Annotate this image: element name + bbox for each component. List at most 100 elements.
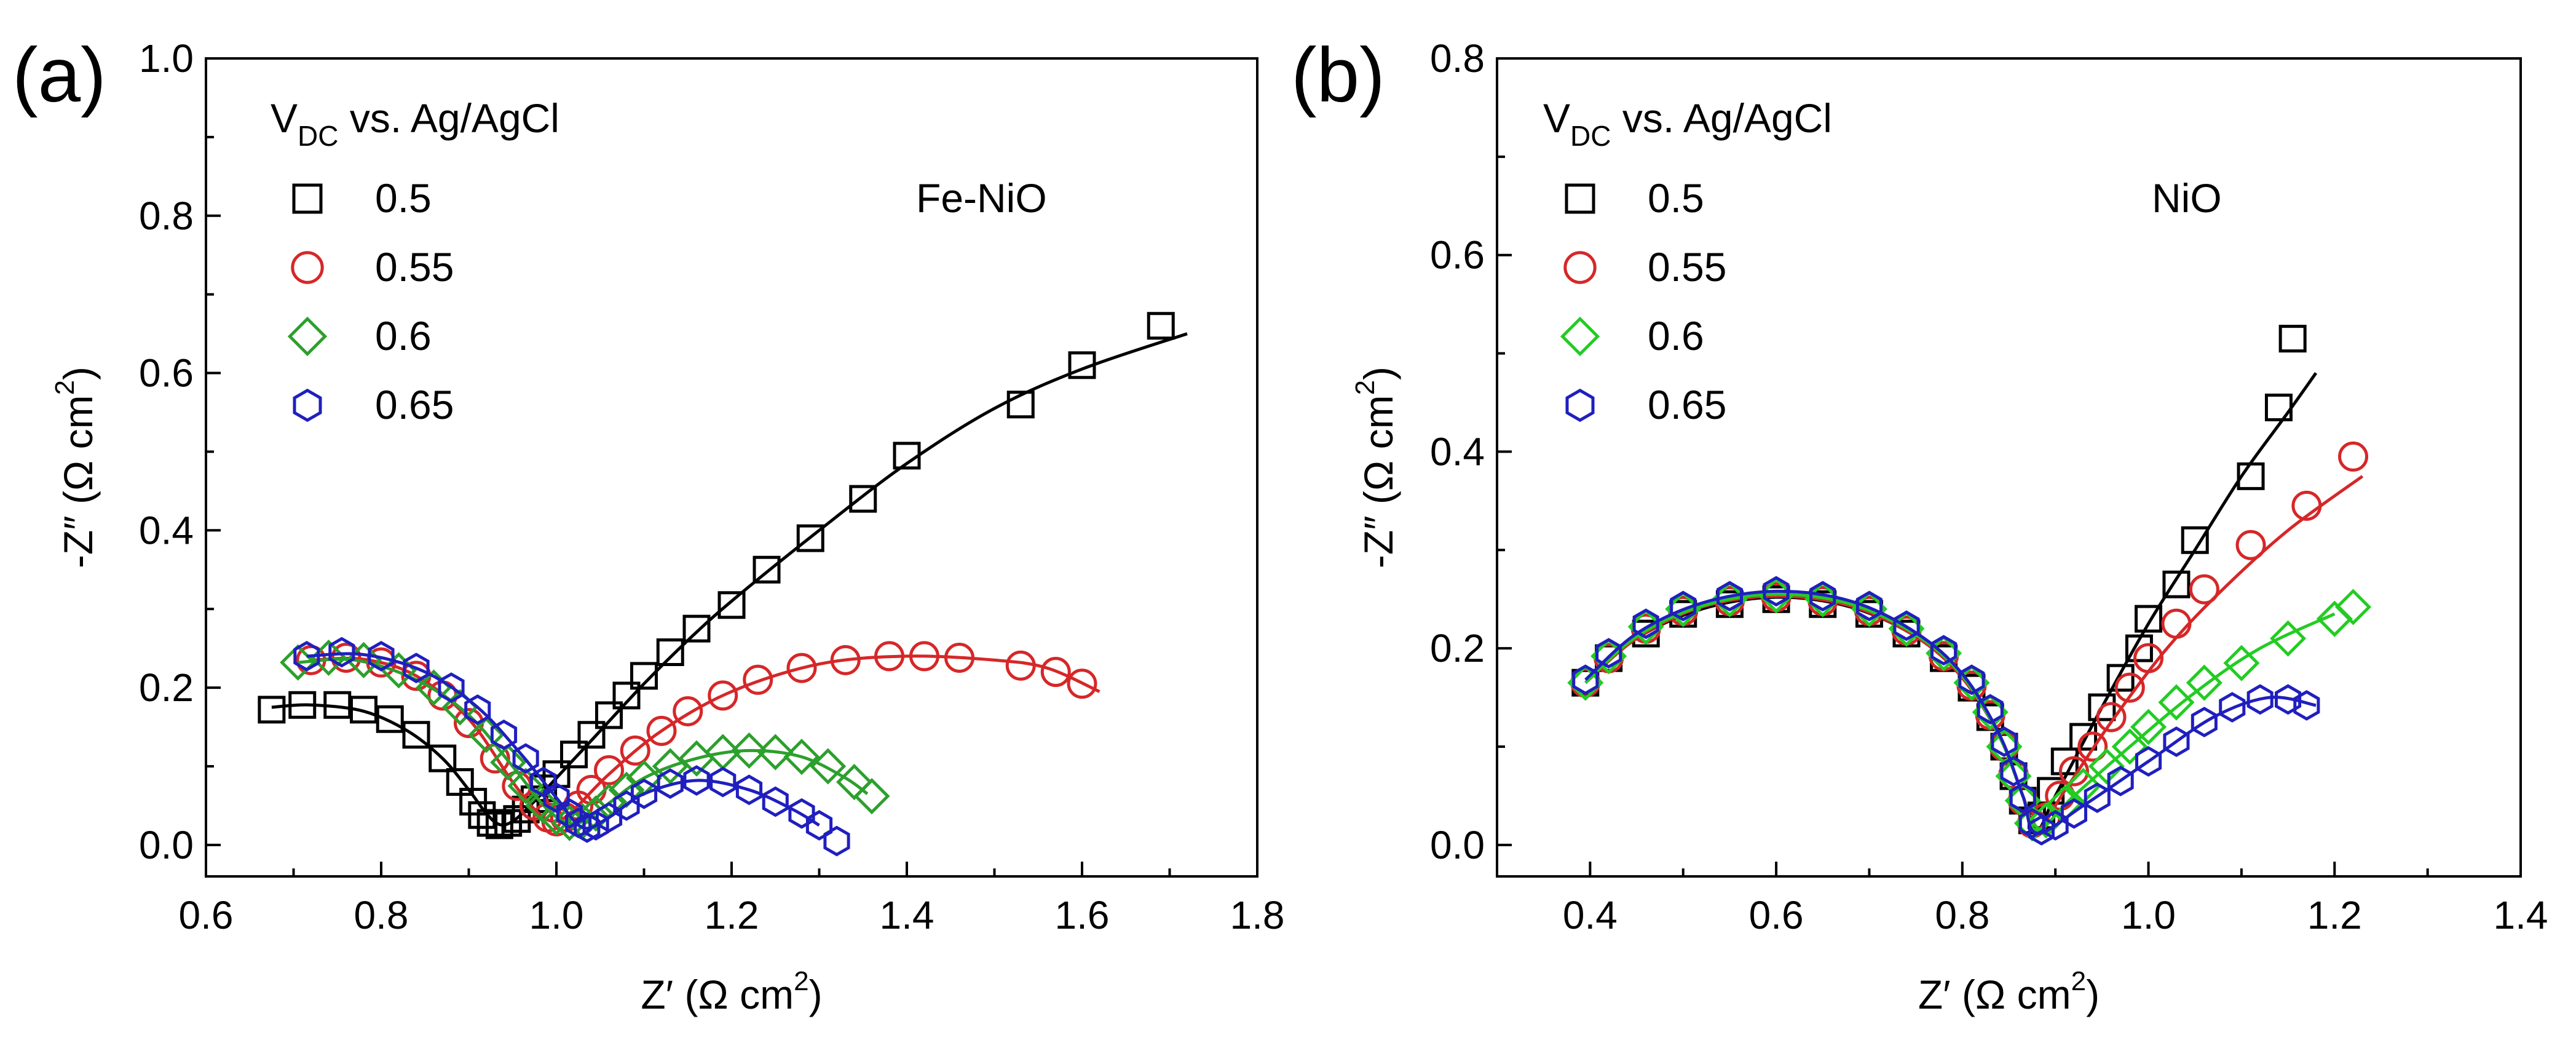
data-point-0.65	[630, 778, 658, 809]
chart-panel-a: 0.6 0.8 1.0 1.2 1.4 1.6 1.8 0.0 0.2 0.4 0.6 0.8 1.0 Z…	[12, 33, 1284, 1017]
data-point-0.6	[2111, 728, 2148, 765]
data-point-0.65	[613, 790, 640, 821]
data-point-0.55	[2161, 608, 2192, 639]
data-point-0.6	[2223, 645, 2260, 681]
data-point-0.65	[1930, 635, 1958, 666]
y-tick-label: 0.0	[1430, 823, 1485, 867]
data-point-0.6	[2065, 768, 2102, 804]
data-point-0.65	[2275, 684, 2302, 715]
data-point-0.5	[2162, 570, 2191, 598]
data-point-0.65	[293, 641, 320, 672]
data-point-0.5	[630, 662, 658, 690]
data-point-0.5	[1147, 312, 1175, 340]
data-point-0.5	[1006, 391, 1035, 419]
plot-frame	[1496, 57, 2522, 878]
data-point-0.65	[2028, 815, 2055, 846]
legend-marker-0.65	[1565, 388, 1595, 423]
y-axis-title: -Z″ (Ω cm2)	[50, 367, 101, 568]
data-point-0.65	[1893, 610, 1920, 641]
legend-marker-0.55	[291, 251, 324, 284]
legend-marker-0.5	[1565, 183, 1595, 214]
y-tick-label: 0.6	[1430, 233, 1485, 277]
fit-line-0.65	[1584, 589, 2317, 835]
data-point-0.65	[683, 765, 710, 796]
x-tick-label: 0.4	[1563, 893, 1618, 937]
data-point-0.55	[594, 755, 624, 785]
legend-marker-0.65	[293, 388, 322, 423]
data-point-0.65	[2135, 746, 2162, 777]
data-point-0.55	[646, 715, 677, 746]
data-point-0.65	[556, 798, 583, 829]
data-point-0.55	[2189, 574, 2219, 605]
data-point-0.55	[830, 645, 861, 675]
legend-marker-0.6	[1560, 316, 1600, 357]
data-point-0.5	[2125, 634, 2153, 662]
y-tick-label: 0.2	[1430, 626, 1485, 670]
data-point-0.55	[1067, 669, 1097, 699]
data-point-0.5	[468, 801, 496, 829]
data-point-0.5	[2237, 462, 2265, 490]
data-point-0.6	[468, 716, 505, 753]
data-point-0.6	[730, 732, 768, 769]
legend-label: 0.5	[375, 175, 432, 221]
data-point-0.65	[1855, 590, 1883, 622]
x-tick-label: 1.4	[2494, 893, 2548, 937]
x-tick-label: 0.8	[1935, 893, 1989, 937]
data-point-0.5	[753, 555, 781, 584]
data-point-0.65	[657, 768, 684, 799]
x-tick-label: 1.2	[2307, 893, 2362, 937]
data-point-0.5	[796, 524, 824, 552]
data-point-0.65	[2246, 684, 2274, 715]
data-point-0.55	[1989, 731, 2020, 762]
data-point-0.65	[823, 825, 850, 857]
data-point-0.5	[446, 768, 474, 796]
y-tick-label: 0.4	[139, 508, 194, 552]
data-point-0.6	[2088, 748, 2125, 785]
panel-label: (a)	[12, 33, 106, 118]
data-point-0.55	[786, 653, 817, 683]
x-tick-label: 0.8	[354, 893, 409, 937]
panel-label: (b)	[1291, 33, 1385, 118]
data-point-0.55	[2096, 702, 2127, 732]
data-point-0.65	[762, 786, 789, 817]
data-point-0.65	[2060, 798, 2087, 829]
data-point-0.5	[893, 442, 921, 470]
data-point-0.6	[2158, 684, 2195, 721]
fit-line-0.5	[271, 332, 1188, 827]
x-tick-label: 1.4	[880, 893, 934, 937]
data-point-0.5	[717, 591, 746, 619]
data-point-0.55	[944, 642, 974, 673]
data-point-0.6	[577, 795, 614, 832]
data-point-0.6	[2186, 664, 2222, 701]
data-point-0.5	[2264, 393, 2293, 421]
data-point-0.65	[1595, 638, 1622, 669]
data-point-0.55	[673, 696, 703, 726]
data-point-0.65	[735, 774, 763, 806]
data-point-0.55	[743, 664, 773, 695]
data-point-0.5	[2037, 777, 2065, 805]
data-point-0.5	[656, 638, 684, 667]
data-point-0.5	[288, 691, 317, 719]
data-point-0.65	[1958, 664, 1985, 696]
y-axis-title: -Z″ (Ω cm2)	[1350, 367, 1401, 568]
series-0.55	[1570, 441, 2369, 839]
legend-label: 0.55	[1648, 244, 1726, 290]
data-point-0.65	[2163, 726, 2190, 757]
x-axis-title: Z′ (Ω cm2)	[641, 966, 822, 1017]
data-point-0.6	[652, 748, 689, 785]
data-point-0.5	[682, 614, 711, 643]
data-point-0.6	[757, 734, 794, 771]
data-point-0.55	[874, 641, 904, 672]
data-point-0.65	[2219, 692, 2246, 723]
data-point-0.5	[1068, 351, 1096, 379]
data-point-0.5	[849, 485, 877, 513]
legend-title: VDC vs. Ag/AgCl	[1543, 95, 1832, 152]
data-point-0.6	[2028, 802, 2064, 839]
x-tick-label: 0.6	[1749, 893, 1804, 937]
data-point-0.5	[402, 721, 430, 749]
chart-panel-b: 0.4 0.6 0.8 1.0 1.2 1.4 0.0 0.2 0.4 0.6 0.8 Z′ (Ω c…	[1291, 33, 2548, 1017]
data-point-0.55	[331, 642, 362, 673]
y-tick-label: 1.0	[139, 36, 194, 81]
y-tick-label: 0.2	[139, 665, 194, 710]
x-tick-label: 0.6	[179, 893, 234, 937]
